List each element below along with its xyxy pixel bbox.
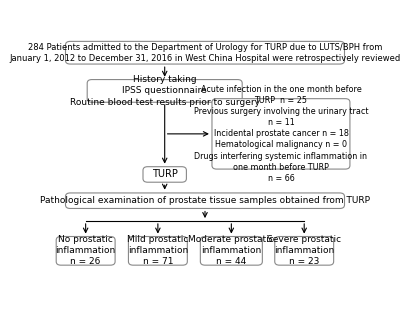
Text: No prostatic
inflammation
n = 26: No prostatic inflammation n = 26: [56, 235, 116, 266]
FancyBboxPatch shape: [66, 41, 344, 64]
FancyBboxPatch shape: [275, 237, 334, 265]
FancyBboxPatch shape: [87, 80, 242, 102]
Text: Moderate prostatic
inflammation
n = 44: Moderate prostatic inflammation n = 44: [188, 235, 274, 266]
FancyBboxPatch shape: [66, 193, 344, 208]
Text: Acute infection in the one month before
TURP  n = 25
Previous surgery involving : Acute infection in the one month before …: [194, 85, 368, 183]
FancyBboxPatch shape: [56, 237, 115, 265]
FancyBboxPatch shape: [128, 237, 187, 265]
FancyBboxPatch shape: [143, 167, 186, 182]
FancyBboxPatch shape: [200, 237, 262, 265]
Text: Severe prostatic
inflammation
n = 23: Severe prostatic inflammation n = 23: [267, 235, 341, 266]
Text: 284 Patients admitted to the Department of Urology for TURP due to LUTS/BPH from: 284 Patients admitted to the Department …: [9, 43, 400, 63]
Text: Pathological examination of prostate tissue samples obtained from TURP: Pathological examination of prostate tis…: [40, 196, 370, 205]
Text: TURP: TURP: [152, 170, 178, 179]
Text: Mild prostatic
inflammation
n = 71: Mild prostatic inflammation n = 71: [127, 235, 188, 266]
FancyBboxPatch shape: [212, 99, 350, 169]
Text: History taking
IPSS questionnaire
Routine blood test results prior to surgery: History taking IPSS questionnaire Routin…: [70, 75, 260, 107]
